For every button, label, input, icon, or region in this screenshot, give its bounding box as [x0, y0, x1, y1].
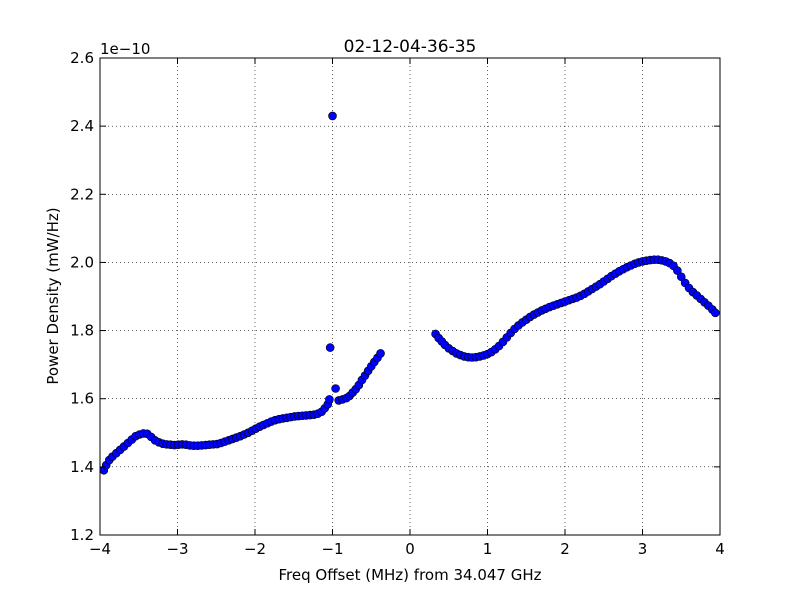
tick-labels: −4 −3 −2 −1 0 1 2 3 4 1.2 1.4 1.6 1.8 2.0 2.2 2.4 2.6 — [70, 49, 725, 558]
y-tick-label: 1.6 — [70, 390, 94, 408]
data-point — [331, 384, 340, 393]
y-tick-label: 1.2 — [70, 526, 94, 544]
data-point — [711, 308, 720, 318]
x-tick-label: −4 — [89, 540, 111, 558]
data-points — [99, 111, 720, 475]
data-point — [676, 272, 686, 282]
data-point — [325, 395, 334, 404]
plot-area — [100, 58, 720, 535]
y-axis-label: Power Density (mW/Hz) — [44, 207, 62, 384]
y-tick-label: 1.8 — [70, 322, 94, 340]
data-point — [325, 343, 335, 352]
y-tick-label: 2.4 — [70, 117, 94, 135]
y-tick-label: 2.2 — [70, 185, 94, 203]
x-tick-label: 3 — [638, 540, 648, 558]
data-point — [328, 111, 337, 121]
x-axis-label: Freq Offset (MHz) from 34.047 GHz — [279, 566, 542, 584]
x-tick-label: 2 — [560, 540, 570, 558]
y-tick-label: 2.0 — [70, 253, 94, 271]
x-tick-label: 0 — [405, 540, 415, 558]
data-point — [673, 266, 682, 275]
chart-title: 02-12-04-36-35 — [344, 37, 477, 57]
x-tick-label: −3 — [166, 540, 188, 558]
y-offset-label: 1e−10 — [100, 40, 150, 58]
y-tick-label: 2.6 — [70, 49, 94, 67]
ticks — [99, 57, 721, 536]
x-tick-label: −2 — [244, 540, 266, 558]
y-tick-label: 1.4 — [70, 458, 94, 476]
data-point — [376, 349, 385, 358]
grid — [100, 58, 720, 535]
x-tick-label: 4 — [715, 540, 725, 558]
x-tick-label: −1 — [321, 540, 343, 558]
x-tick-label: 1 — [483, 540, 493, 558]
